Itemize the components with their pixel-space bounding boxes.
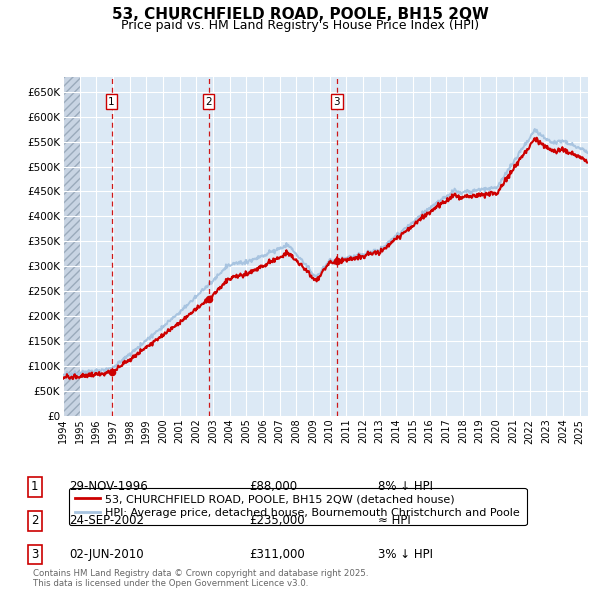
- Text: £88,000: £88,000: [249, 480, 297, 493]
- Text: ≈ HPI: ≈ HPI: [378, 514, 411, 527]
- Bar: [63, 77, 80, 416]
- Text: 2: 2: [205, 97, 212, 107]
- Text: 3: 3: [31, 548, 38, 561]
- Text: 29-NOV-1996: 29-NOV-1996: [69, 480, 148, 493]
- Text: 02-JUN-2010: 02-JUN-2010: [69, 548, 143, 561]
- Text: 1: 1: [108, 97, 115, 107]
- Text: 24-SEP-2002: 24-SEP-2002: [69, 514, 144, 527]
- Text: 53, CHURCHFIELD ROAD, POOLE, BH15 2QW: 53, CHURCHFIELD ROAD, POOLE, BH15 2QW: [112, 7, 488, 22]
- Legend: 53, CHURCHFIELD ROAD, POOLE, BH15 2QW (detached house), HPI: Average price, deta: 53, CHURCHFIELD ROAD, POOLE, BH15 2QW (d…: [68, 488, 527, 525]
- Text: 3% ↓ HPI: 3% ↓ HPI: [378, 548, 433, 561]
- Text: 8% ↓ HPI: 8% ↓ HPI: [378, 480, 433, 493]
- Text: 2: 2: [31, 514, 38, 527]
- Text: Price paid vs. HM Land Registry's House Price Index (HPI): Price paid vs. HM Land Registry's House …: [121, 19, 479, 32]
- Text: 1: 1: [31, 480, 38, 493]
- Text: £311,000: £311,000: [249, 548, 305, 561]
- Text: Contains HM Land Registry data © Crown copyright and database right 2025.
This d: Contains HM Land Registry data © Crown c…: [33, 569, 368, 588]
- Text: 3: 3: [334, 97, 340, 107]
- Text: £235,000: £235,000: [249, 514, 305, 527]
